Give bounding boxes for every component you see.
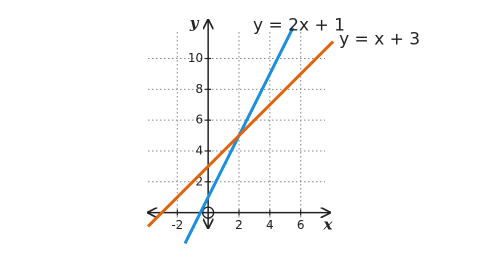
x-tick-label: 2 [235,218,243,232]
line-label: y = x + 3 [339,30,420,50]
y-axis-title: y [189,14,200,32]
origin [202,206,215,219]
axes: -2 2 4 6 2 4 6 8 10 x y [148,14,334,234]
y-tick-label: 6 [196,113,204,127]
x-tick-label: 6 [297,218,305,232]
series-line [146,40,335,228]
x-axis-title: x [323,216,334,234]
y-tick-label: 10 [188,51,203,65]
grid [148,32,325,228]
y-tick-label: 2 [196,174,204,188]
lines: y = 2x + 1y = x + 3 [146,16,420,245]
x-tick-label: 4 [266,218,274,232]
y-tick-label: 4 [196,143,204,157]
y-tick-label: 8 [196,82,204,96]
x-tick-label: -2 [171,218,183,232]
line-label: y = 2x + 1 [253,16,345,36]
